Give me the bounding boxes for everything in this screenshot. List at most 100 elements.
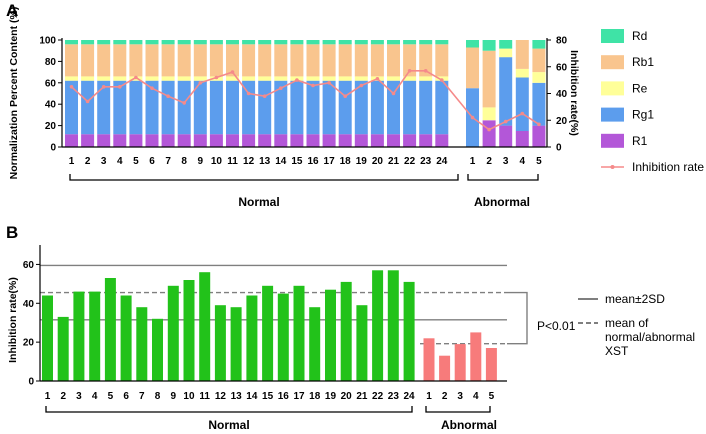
chart-a-bar-rb1 [435, 44, 449, 77]
chart-a-x-tick-label: 20 [372, 156, 384, 167]
chart-b-x-tick-label: 3 [76, 391, 82, 402]
chart-b-x-tick-label: 5 [489, 391, 495, 402]
chart-a-line-point [246, 91, 251, 96]
chart-b-bar-normal [325, 289, 336, 381]
chart-a-bar-rg1 [258, 80, 272, 135]
chart-a-bar-rd [209, 40, 223, 45]
chart-b-significance-path [507, 291, 528, 345]
chart-b-x-tick-label: 7 [139, 391, 145, 402]
chart-a-bar-re [226, 76, 239, 81]
chart-b-bar-normal [104, 278, 116, 381]
chart-a-bar-rd [65, 40, 78, 45]
chart-a-bar-rg1 [177, 80, 191, 135]
chart-b-bar-abnormal [423, 338, 435, 381]
chart-b-bar-normal [199, 272, 211, 381]
chart-a-x-tick-label: 5 [536, 156, 542, 167]
chart-b-bracket-abnormal [425, 406, 491, 413]
chart-a-line-point [85, 99, 90, 104]
chart-a-line-point [520, 111, 525, 116]
chart-a-bar-re [274, 76, 288, 81]
legend-label-mean-xst-line: normal/abnormal [605, 330, 695, 344]
chart-a-x-tick-label: 1 [470, 156, 476, 167]
chart-a-bar-rg1 [322, 80, 336, 135]
chart-b-bar-normal [214, 305, 226, 381]
chart-a-bar-rb1 [322, 44, 336, 77]
chart-a-line-point [214, 75, 219, 80]
chart-b-bar-normal [120, 295, 132, 381]
chart-a-bar-re [482, 107, 496, 121]
chart-a-bar-rb1 [161, 44, 175, 77]
chart-a-bar-rd [532, 40, 546, 49]
chart-a-line-point [166, 94, 170, 98]
chart-a-x-tick-label: 4 [117, 156, 123, 167]
chart-b-bar-normal [309, 307, 321, 381]
chart-b-bar-normal [183, 280, 195, 381]
chart-a-bar-rb1 [290, 44, 304, 77]
chart-a-bar-rg1 [290, 80, 304, 135]
chart-a-x-tick-label: 23 [420, 156, 432, 167]
chart-a-bar-rd [145, 40, 159, 45]
chart-b-bar-normal [293, 285, 305, 381]
chart-a-bar-rb1 [387, 44, 400, 77]
chart-a-y-axis-title: Normalization Percent Content (%) [8, 7, 20, 180]
chart-a-bar-rd [482, 40, 496, 51]
chart-a-bar-re [499, 48, 513, 58]
chart-a-bar-r1 [258, 134, 272, 147]
chart-a-bar-rg1 [113, 80, 127, 135]
chart-a-bar-rd [306, 40, 320, 45]
chart-a-bar-r1 [515, 130, 529, 147]
chart-a-y-tick-label: 40 [45, 100, 57, 111]
legend-swatch-rg1 [601, 107, 624, 122]
chart-a-bar-rb1 [532, 48, 546, 73]
chart-a-y-tick-label: 80 [45, 57, 57, 68]
chart-a-bar-rg1 [226, 80, 239, 135]
chart-b-x-tick-label: 15 [262, 391, 274, 402]
chart-a-legend: Rd Rb1 Re Rg1 R1 Inhibition rate [601, 29, 704, 174]
chart-a-bar-rb1 [403, 44, 417, 77]
chart-a-x-tick-label: 3 [101, 156, 107, 167]
chart-a-y-tick-label: 0 [50, 143, 56, 154]
legend-label-re: Re [632, 81, 648, 95]
chart-a-bar-rd [387, 40, 400, 45]
chart-a-line-point [423, 69, 428, 73]
chart-b-group-brackets [45, 406, 491, 413]
chart-a-line-point [295, 78, 299, 82]
chart-a-x-tick-label: 19 [356, 156, 368, 167]
chart-a-bar-rd [322, 40, 336, 45]
chart-a-bar-r1 [532, 125, 546, 147]
chart-b-bar-abnormal [470, 332, 482, 381]
chart-b-x-tick-label: 2 [442, 391, 448, 402]
chart-a-bar-rb1 [209, 44, 223, 77]
chart-a-bar-re [354, 76, 368, 81]
chart-a-bar-rg1 [515, 77, 529, 131]
chart-a-bar-r1 [145, 134, 159, 147]
chart-a-x-tick-label: 8 [181, 156, 187, 167]
chart-a-x-tick-label: 13 [259, 156, 271, 167]
chart-b-bar-abnormal [454, 344, 466, 381]
chart-a-bar-r1 [370, 134, 384, 147]
chart-b-x-tick-label: 2 [60, 391, 66, 402]
chart-a-bar-rb1 [193, 44, 207, 77]
chart-b-x-tick-label: 4 [473, 391, 479, 402]
chart-a-line-point [101, 85, 106, 89]
chart-a-y2-tick-label: 20 [556, 116, 568, 127]
chart-a-bar-rd [499, 40, 513, 49]
legend-swatch-r1 [601, 133, 624, 148]
chart-a-line-point [487, 127, 491, 132]
chart-a-x-tick-label: 1 [69, 156, 75, 167]
chart-a-bar-rd [354, 40, 368, 45]
chart-b-bracket-normal [45, 406, 413, 413]
chart-b-significance-bracket [507, 291, 528, 345]
chart-b-bar-normal [340, 281, 352, 381]
chart-a-bar-rg1 [435, 80, 449, 135]
chart-a-line-point [503, 119, 508, 124]
legend-swatch-re [601, 81, 624, 96]
chart-a-line-point [69, 85, 74, 89]
chart-a-y-ticks: 0 20 40 60 80 100 [39, 36, 62, 154]
chart-a-bar-rg1 [370, 80, 384, 135]
chart-a-bar-rd [419, 40, 433, 45]
legend-label-rb1: Rb1 [632, 55, 654, 69]
chart-a-line-point [407, 69, 412, 73]
